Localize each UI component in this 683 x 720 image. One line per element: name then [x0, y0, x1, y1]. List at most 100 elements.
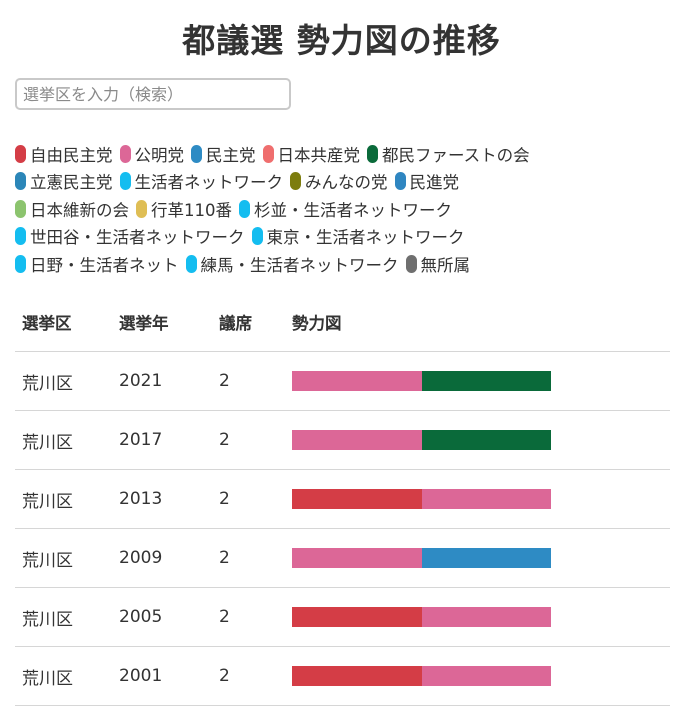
legend-swatch	[136, 199, 147, 218]
table-row: 荒川区 2017 2	[15, 411, 670, 470]
legend-swatch	[405, 254, 417, 273]
legend-label: 練馬・生活者ネットワーク	[200, 255, 399, 275]
year-cell: 2009	[119, 548, 163, 568]
district-cell: 荒川区	[22, 432, 73, 453]
table-body: 荒川区 2021 2 荒川区 2017 2 荒川区 2013 2 荒川区 2009 2 荒川区 2005 2…	[15, 352, 670, 706]
header-power-map: 勢力図	[292, 314, 342, 333]
legend-swatch	[239, 199, 250, 218]
legend-label: 無所属	[420, 255, 471, 275]
table-row: 荒川区 2021 2	[15, 352, 670, 411]
legend-row: 世田谷・生活者ネットワーク 東京・生活者ネットワーク	[15, 223, 675, 251]
legend-row: 立憲民主党 生活者ネットワーク みんなの党 民進党	[15, 168, 675, 196]
legend-swatch	[367, 144, 378, 163]
legend-item[interactable]: 東京・生活者ネットワーク	[251, 224, 465, 248]
seat-segment[interactable]	[292, 489, 422, 509]
district-cell: 荒川区	[22, 609, 73, 630]
party-legend: 自由民主党 公明党 民主党 日本共産党 都民ファーストの会立憲民主党 生活者ネットワーク み…	[15, 140, 675, 278]
seats-cell: 2	[219, 666, 230, 686]
year-cell: 2005	[119, 607, 163, 627]
power-map-cell	[283, 371, 663, 391]
seat-bar	[292, 666, 551, 686]
legend-label: みんなの党	[305, 173, 388, 193]
seat-segment[interactable]	[421, 548, 551, 568]
seats-cell: 2	[219, 430, 230, 450]
seat-bar	[292, 607, 551, 627]
seats-cell: 2	[219, 607, 230, 627]
legend-label: 行革110番	[151, 200, 232, 220]
legend-item[interactable]: みんなの党	[290, 169, 388, 193]
seat-bar	[292, 548, 551, 568]
seat-segment[interactable]	[292, 666, 422, 686]
year-cell: 2021	[119, 371, 163, 391]
power-map-cell	[283, 607, 663, 627]
seats-cell: 2	[219, 371, 230, 391]
legend-swatch	[185, 254, 197, 273]
legend-item[interactable]: 日野・生活者ネット	[15, 252, 179, 276]
header-district[interactable]: 選挙区	[22, 314, 72, 333]
legend-item[interactable]: 世田谷・生活者ネットワーク	[15, 224, 245, 248]
header-year[interactable]: 選挙年	[119, 314, 169, 333]
legend-label: 公明党	[134, 145, 185, 165]
legend-row: 日野・生活者ネット 練馬・生活者ネットワーク 無所属	[15, 250, 675, 278]
district-cell: 荒川区	[22, 668, 73, 689]
legend-label: 民主党	[206, 145, 256, 165]
legend-swatch	[251, 227, 263, 246]
power-map-cell	[283, 430, 663, 450]
legend-item[interactable]: 自由民主党	[15, 142, 113, 166]
seat-segment[interactable]	[421, 666, 551, 686]
year-cell: 2001	[119, 666, 163, 686]
header-seats[interactable]: 議席	[219, 314, 252, 333]
seat-segment[interactable]	[421, 430, 551, 450]
seat-segment[interactable]	[292, 430, 422, 450]
seat-segment[interactable]	[421, 371, 551, 391]
legend-item[interactable]: 日本共産党	[262, 142, 360, 166]
seat-table: 選挙区 選挙年 議席 勢力図 荒川区 2021 2 荒川区 2017 2 荒川区 2013 2 荒…	[15, 293, 670, 706]
seat-segment[interactable]	[292, 548, 422, 568]
district-cell: 荒川区	[22, 550, 73, 571]
page-title: 都議選 勢力図の推移	[182, 21, 501, 60]
legend-item[interactable]: 練馬・生活者ネットワーク	[185, 252, 399, 276]
seats-cell: 2	[219, 489, 230, 509]
legend-item[interactable]: 生活者ネットワーク	[119, 169, 284, 193]
legend-label: 東京・生活者ネットワーク	[266, 228, 465, 248]
legend-item[interactable]: 民主党	[191, 142, 256, 166]
legend-item[interactable]: 日本維新の会	[15, 197, 129, 221]
legend-label: 世田谷・生活者ネットワーク	[30, 228, 245, 248]
legend-item[interactable]: 公明党	[119, 142, 185, 166]
seat-segment[interactable]	[421, 607, 551, 627]
legend-item[interactable]: 民進党	[394, 169, 460, 193]
legend-swatch	[290, 172, 301, 191]
legend-label: 日本維新の会	[30, 200, 129, 220]
table-row: 荒川区 2005 2	[15, 588, 670, 647]
table-row: 荒川区 2001 2	[15, 647, 670, 706]
legend-row: 日本維新の会 行革110番 杉並・生活者ネットワーク	[15, 195, 675, 223]
legend-label: 日野・生活者ネット	[30, 255, 179, 275]
legend-swatch	[15, 144, 26, 163]
power-map-cell	[283, 489, 663, 509]
search-input[interactable]	[15, 78, 291, 110]
legend-label: 民進党	[409, 173, 460, 193]
legend-swatch	[15, 227, 26, 246]
legend-swatch	[15, 254, 26, 273]
legend-item[interactable]: 杉並・生活者ネットワーク	[239, 197, 452, 221]
legend-row: 自由民主党 公明党 民主党 日本共産党 都民ファーストの会	[15, 140, 675, 168]
legend-swatch	[119, 172, 131, 191]
year-cell: 2017	[119, 430, 163, 450]
legend-label: 杉並・生活者ネットワーク	[254, 200, 452, 220]
seat-bar	[292, 489, 551, 509]
power-map-cell	[283, 548, 663, 568]
seat-segment[interactable]	[292, 607, 422, 627]
legend-item[interactable]: 無所属	[405, 252, 471, 276]
seat-segment[interactable]	[421, 489, 551, 509]
legend-swatch	[15, 199, 26, 218]
seat-segment[interactable]	[292, 371, 422, 391]
legend-item[interactable]: 行革110番	[136, 197, 232, 221]
legend-label: 生活者ネットワーク	[134, 173, 284, 193]
legend-swatch	[394, 172, 406, 191]
legend-item[interactable]: 立憲民主党	[15, 169, 113, 193]
legend-item[interactable]: 都民ファーストの会	[367, 142, 530, 166]
seat-bar	[292, 430, 551, 450]
legend-label: 都民ファーストの会	[382, 145, 530, 165]
table-row: 荒川区 2013 2	[15, 470, 670, 529]
legend-swatch	[262, 144, 274, 163]
